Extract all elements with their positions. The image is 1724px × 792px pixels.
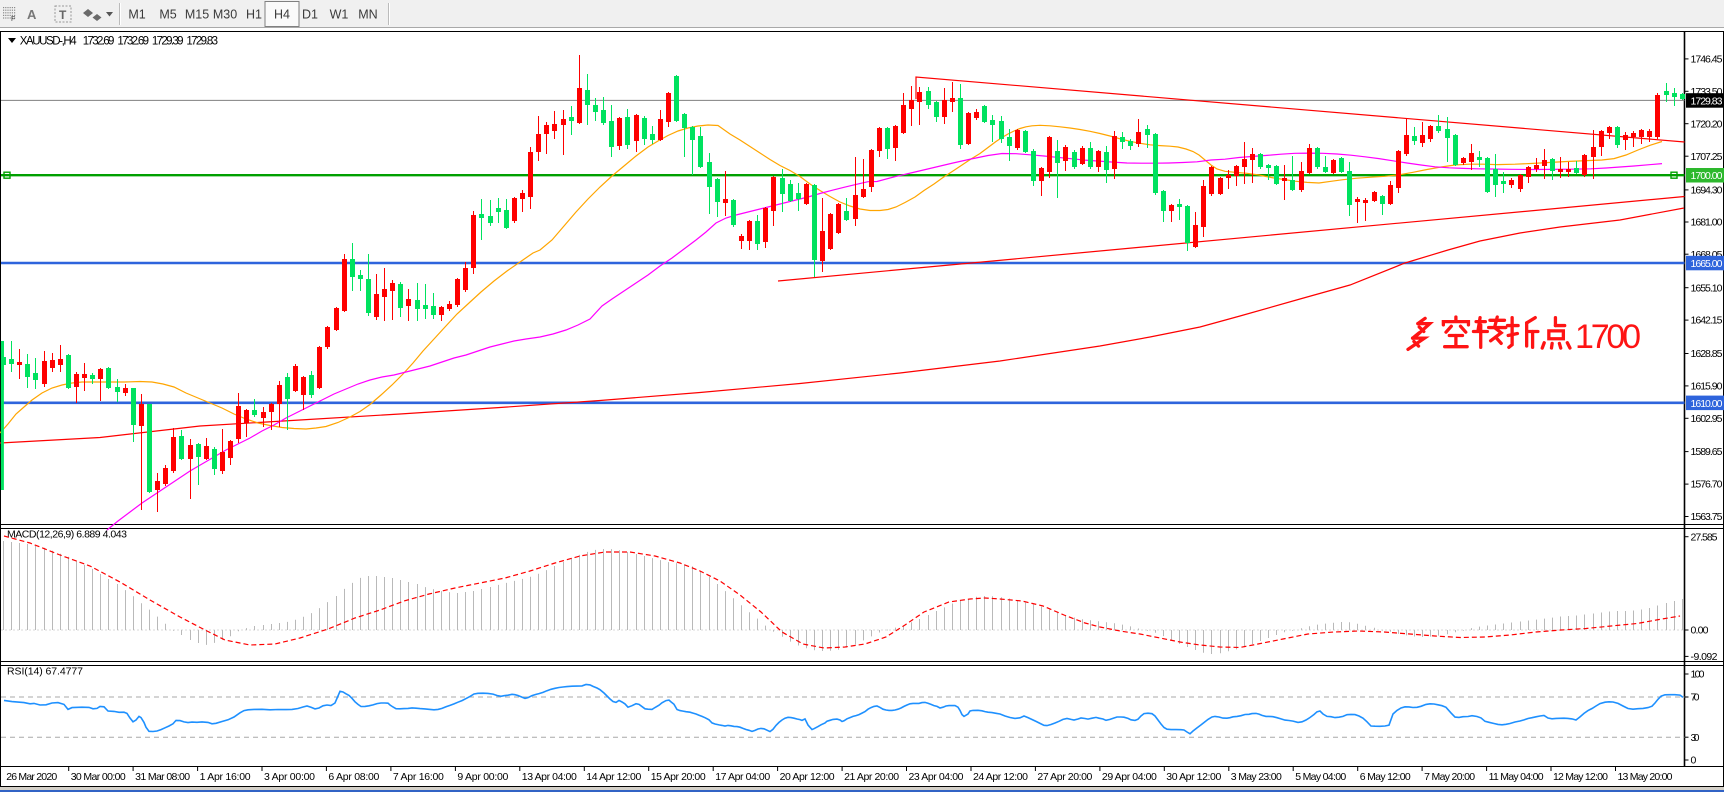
svg-text:1615.90: 1615.90 (1691, 381, 1723, 393)
svg-text:1610.00: 1610.00 (1691, 398, 1723, 410)
svg-text:24 Apr 12:00: 24 Apr 12:00 (973, 771, 1028, 783)
svg-text:W1: W1 (330, 8, 349, 22)
svg-text:9 Apr 00:00: 9 Apr 00:00 (457, 771, 508, 783)
svg-text:1729.83: 1729.83 (186, 36, 218, 48)
svg-text:3 Apr 00:00: 3 Apr 00:00 (264, 771, 315, 783)
svg-text:A: A (27, 7, 37, 22)
svg-text:1707.25: 1707.25 (1691, 151, 1723, 163)
svg-text:0.00: 0.00 (1691, 625, 1709, 637)
svg-text:M30: M30 (213, 8, 237, 22)
svg-text:1729.83: 1729.83 (1691, 95, 1723, 107)
svg-text:21 Apr 20:00: 21 Apr 20:00 (844, 771, 899, 783)
svg-text:0: 0 (1691, 755, 1697, 767)
svg-text:H1: H1 (246, 8, 262, 22)
svg-text:15 Apr 20:00: 15 Apr 20:00 (651, 771, 706, 783)
svg-text:17 Apr 04:00: 17 Apr 04:00 (715, 771, 770, 783)
svg-text:MN: MN (358, 8, 377, 22)
svg-text:F: F (11, 16, 15, 23)
svg-text:30 Mar 00:00: 30 Mar 00:00 (71, 771, 126, 783)
svg-text:30 Apr 12:00: 30 Apr 12:00 (1166, 771, 1221, 783)
svg-text:31 Mar 08:00: 31 Mar 08:00 (135, 771, 190, 783)
svg-text:1665.00: 1665.00 (1691, 258, 1723, 270)
svg-text:27.585: 27.585 (1691, 531, 1718, 543)
svg-text:1700.00: 1700.00 (1691, 170, 1723, 182)
svg-text:D1: D1 (302, 8, 318, 22)
svg-text:11 May 04:00: 11 May 04:00 (1489, 771, 1544, 783)
svg-text:29 Apr 04:00: 29 Apr 04:00 (1102, 771, 1157, 783)
svg-text:1 Apr 16:00: 1 Apr 16:00 (200, 771, 251, 783)
svg-text:3 May 23:00: 3 May 23:00 (1231, 771, 1282, 783)
svg-text:M5: M5 (159, 8, 176, 22)
svg-text:14 Apr 12:00: 14 Apr 12:00 (586, 771, 641, 783)
svg-text:1681.00: 1681.00 (1691, 217, 1723, 229)
svg-text:H4: H4 (274, 8, 290, 22)
svg-text:RSI(14) 67.4777: RSI(14) 67.4777 (7, 666, 83, 678)
svg-text:7 Apr 16:00: 7 Apr 16:00 (393, 771, 444, 783)
svg-text:23 Apr 04:00: 23 Apr 04:00 (909, 771, 964, 783)
svg-text:1655.10: 1655.10 (1691, 282, 1723, 294)
svg-text:6 Apr 08:00: 6 Apr 08:00 (328, 771, 379, 783)
svg-text:26 Mar 2020: 26 Mar 2020 (6, 771, 57, 783)
svg-text:1642.15: 1642.15 (1691, 315, 1723, 327)
svg-text:1732.69: 1732.69 (83, 36, 115, 48)
svg-text:27 Apr 20:00: 27 Apr 20:00 (1037, 771, 1092, 783)
svg-text:M15: M15 (185, 8, 209, 22)
svg-text:1602.95: 1602.95 (1691, 413, 1723, 425)
svg-text:6 May 12:00: 6 May 12:00 (1360, 771, 1411, 783)
svg-text:20 Apr 12:00: 20 Apr 12:00 (780, 771, 835, 783)
svg-text:12 May 12:00: 12 May 12:00 (1553, 771, 1608, 783)
svg-text:1700: 1700 (1575, 318, 1641, 356)
svg-text:30: 30 (1691, 732, 1700, 744)
svg-text:100: 100 (1691, 669, 1705, 681)
svg-text:7 May 20:00: 7 May 20:00 (1424, 771, 1475, 783)
svg-text:1576.70: 1576.70 (1691, 479, 1723, 491)
svg-text:70: 70 (1691, 692, 1700, 704)
svg-text:1563.75: 1563.75 (1691, 511, 1723, 523)
svg-text:1729.39: 1729.39 (152, 36, 184, 48)
svg-text:13 May 20:00: 13 May 20:00 (1618, 771, 1673, 783)
svg-text:-9.092: -9.092 (1691, 651, 1718, 663)
svg-text:T: T (59, 8, 67, 22)
svg-text:1746.45: 1746.45 (1691, 54, 1723, 66)
svg-text:1694.30: 1694.30 (1691, 185, 1723, 197)
svg-text:5 May 04:00: 5 May 04:00 (1295, 771, 1346, 783)
svg-text:1589.65: 1589.65 (1691, 446, 1723, 458)
svg-text:M1: M1 (128, 8, 145, 22)
svg-text:1628.85: 1628.85 (1691, 348, 1723, 360)
svg-text:MACD(12,26,9) 6.889 4.043: MACD(12,26,9) 6.889 4.043 (7, 529, 127, 541)
svg-text:XAUUSD-,H4: XAUUSD-,H4 (20, 36, 78, 48)
svg-text:13 Apr 04:00: 13 Apr 04:00 (522, 771, 577, 783)
svg-text:1720.20: 1720.20 (1691, 118, 1723, 130)
svg-text:1732.69: 1732.69 (117, 36, 149, 48)
